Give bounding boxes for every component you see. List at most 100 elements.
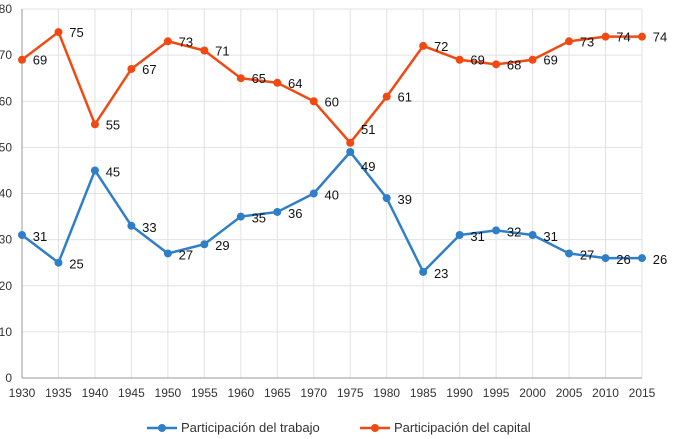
legend: Participación del trabajo Participación d… xyxy=(147,420,531,435)
data-label: 71 xyxy=(215,44,229,59)
data-point xyxy=(528,55,537,64)
data-point xyxy=(273,207,282,216)
data-label: 35 xyxy=(252,211,266,226)
y-tick-label: 80 xyxy=(0,2,12,16)
data-label: 72 xyxy=(434,39,448,54)
data-point xyxy=(565,37,574,46)
data-point xyxy=(163,37,172,46)
data-point xyxy=(200,46,209,55)
data-point xyxy=(492,226,501,235)
x-tick-label: 1975 xyxy=(337,386,364,400)
data-point xyxy=(127,64,136,73)
data-label: 67 xyxy=(142,62,156,77)
data-label: 73 xyxy=(580,34,594,49)
data-label: 49 xyxy=(361,159,375,174)
y-tick-label: 40 xyxy=(0,187,12,201)
data-point xyxy=(492,60,501,69)
data-point xyxy=(200,240,209,249)
series-line xyxy=(21,30,642,145)
data-point xyxy=(638,32,646,41)
data-point xyxy=(309,97,318,106)
x-tick-label: 1930 xyxy=(9,386,36,400)
x-tick-label: 2005 xyxy=(556,386,583,400)
x-tick-label: 1985 xyxy=(410,386,437,400)
x-tick-label: 1970 xyxy=(300,386,327,400)
data-point xyxy=(528,231,537,240)
x-tick-label: 1995 xyxy=(483,386,510,400)
data-label: 55 xyxy=(106,117,120,132)
x-tick-label: 1940 xyxy=(82,386,109,400)
axes: 0 10 20 30 40 50 60 70 80 1930 1935 1940 1945 1950 195… xyxy=(0,2,656,400)
data-label: 31 xyxy=(470,229,484,244)
data-label: 45 xyxy=(106,164,120,179)
series-0: 31 25 45 33 27 29 35 36 40 49 39 23 31 32 31 27 26 26 xyxy=(18,147,667,281)
data-point xyxy=(273,78,282,87)
data-label: 32 xyxy=(507,224,521,239)
data-point xyxy=(18,55,26,64)
data-point xyxy=(236,74,245,83)
data-point xyxy=(382,194,391,203)
data-point xyxy=(346,147,355,156)
data-point xyxy=(127,221,136,230)
series-group: 31 25 45 33 27 29 35 36 40 49 39 23 31 32 31 27 26 26 69 75… xyxy=(18,25,667,281)
data-label: 39 xyxy=(397,192,411,207)
grid xyxy=(22,8,643,378)
data-point xyxy=(236,212,245,221)
data-label: 68 xyxy=(507,57,521,72)
data-label: 74 xyxy=(616,30,630,45)
data-point xyxy=(309,189,318,198)
data-point xyxy=(90,120,99,129)
data-point xyxy=(382,92,391,101)
data-label: 27 xyxy=(179,247,193,262)
x-tick-label: 2010 xyxy=(592,386,619,400)
legend-marker xyxy=(158,424,166,432)
series-line xyxy=(21,150,642,275)
data-label: 64 xyxy=(288,76,302,91)
data-label: 25 xyxy=(69,257,83,272)
data-label: 40 xyxy=(325,188,339,203)
y-tick-label: 30 xyxy=(0,233,12,247)
x-tick-label: 1980 xyxy=(373,386,400,400)
series-1: 69 75 55 67 73 71 65 64 60 51 61 72 69 68 69 73 74 74 xyxy=(18,25,667,147)
y-tick-label: 50 xyxy=(0,140,12,154)
y-tick-label: 0 xyxy=(5,371,12,385)
x-tick-label: 1945 xyxy=(118,386,145,400)
data-point xyxy=(54,28,63,37)
data-point xyxy=(638,254,646,263)
data-label: 27 xyxy=(580,247,594,262)
data-label: 61 xyxy=(397,90,411,105)
x-tick-label: 2000 xyxy=(519,386,546,400)
data-label: 60 xyxy=(325,94,339,109)
y-tick-label: 60 xyxy=(0,94,12,108)
legend-label: Participación del trabajo xyxy=(181,420,320,435)
data-label: 29 xyxy=(215,238,229,253)
y-tick-label: 10 xyxy=(0,325,12,339)
x-tick-label: 1960 xyxy=(227,386,254,400)
data-label: 75 xyxy=(69,25,83,40)
data-label: 26 xyxy=(616,252,630,267)
data-point xyxy=(419,41,428,50)
legend-label: Participación del capital xyxy=(394,420,531,435)
data-label: 69 xyxy=(33,53,47,68)
y-tick-label: 20 xyxy=(0,279,12,293)
legend-marker xyxy=(371,424,379,432)
data-label: 74 xyxy=(653,30,667,45)
data-point xyxy=(346,138,355,147)
x-tick-label: 1935 xyxy=(45,386,72,400)
data-point xyxy=(18,231,26,240)
x-tick-label: 1965 xyxy=(264,386,291,400)
data-point xyxy=(601,254,610,263)
data-label: 26 xyxy=(653,252,667,267)
data-point xyxy=(163,249,172,258)
x-tick-label: 1955 xyxy=(191,386,218,400)
data-label: 31 xyxy=(543,229,557,244)
data-point xyxy=(419,267,428,276)
data-point xyxy=(90,166,99,175)
data-point xyxy=(601,32,610,41)
data-point xyxy=(54,258,63,267)
data-point xyxy=(565,249,574,258)
data-label: 69 xyxy=(470,53,484,68)
data-label: 31 xyxy=(33,229,47,244)
data-label: 36 xyxy=(288,206,302,221)
